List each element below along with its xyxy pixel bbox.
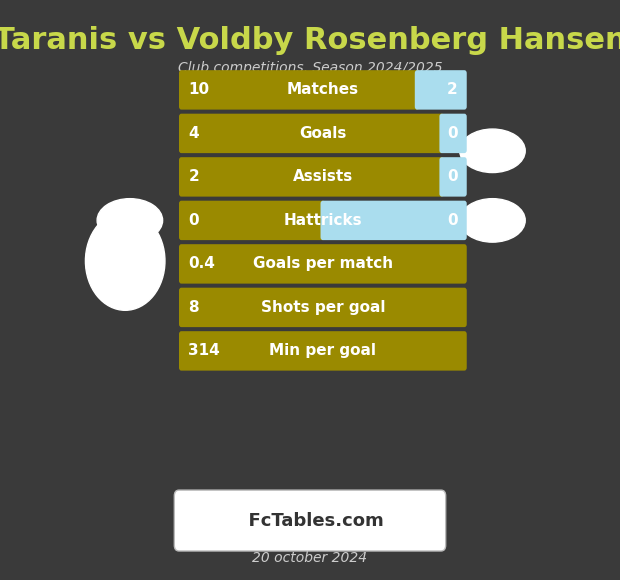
Circle shape [86, 212, 165, 310]
Text: 8: 8 [188, 300, 199, 315]
FancyBboxPatch shape [179, 244, 467, 284]
Text: 0: 0 [447, 213, 458, 228]
FancyBboxPatch shape [179, 331, 467, 371]
Text: 10: 10 [188, 82, 210, 97]
Text: 0: 0 [447, 169, 458, 184]
Text: Club competitions, Season 2024/2025: Club competitions, Season 2024/2025 [178, 61, 442, 75]
Text: Assists: Assists [293, 169, 353, 184]
Text: 314: 314 [188, 343, 220, 358]
Text: Shots per goal: Shots per goal [260, 300, 385, 315]
Text: Goals: Goals [299, 126, 347, 141]
FancyBboxPatch shape [174, 490, 446, 551]
FancyBboxPatch shape [179, 70, 420, 110]
Text: FcTables.com: FcTables.com [236, 512, 384, 530]
Text: Matches: Matches [287, 82, 359, 97]
Text: Taranis vs Voldby Rosenberg Hansen: Taranis vs Voldby Rosenberg Hansen [0, 26, 620, 55]
Text: 0: 0 [188, 213, 199, 228]
Text: 2: 2 [446, 82, 458, 97]
FancyBboxPatch shape [415, 70, 467, 110]
Text: Goals per match: Goals per match [253, 256, 393, 271]
Text: 20 october 2024: 20 october 2024 [252, 552, 368, 565]
FancyBboxPatch shape [179, 157, 444, 197]
Ellipse shape [459, 129, 525, 173]
Ellipse shape [97, 198, 162, 242]
FancyBboxPatch shape [440, 114, 467, 153]
FancyBboxPatch shape [179, 114, 444, 153]
FancyBboxPatch shape [321, 201, 467, 240]
Text: 2: 2 [188, 169, 199, 184]
Text: Hattricks: Hattricks [283, 213, 362, 228]
Text: 0: 0 [447, 126, 458, 141]
FancyBboxPatch shape [179, 201, 326, 240]
FancyBboxPatch shape [179, 288, 467, 327]
Text: 0.4: 0.4 [188, 256, 215, 271]
Ellipse shape [459, 198, 525, 242]
Text: Min per goal: Min per goal [269, 343, 376, 358]
Text: 4: 4 [188, 126, 199, 141]
FancyBboxPatch shape [440, 157, 467, 197]
